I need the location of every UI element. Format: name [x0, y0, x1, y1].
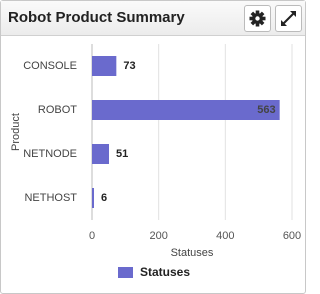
- x-tick-label: 600: [283, 230, 301, 242]
- legend-label: Statuses: [140, 265, 190, 279]
- widget-title: Robot Product Summary: [8, 9, 185, 26]
- x-axis-label: Statuses: [171, 247, 214, 259]
- x-tick-label: 0: [89, 230, 95, 242]
- y-tick-label: NETHOST: [24, 192, 77, 204]
- x-tick-label: 200: [149, 230, 167, 242]
- bar: [92, 144, 109, 164]
- widget: Robot Product Summary: [0, 0, 306, 294]
- data-label: 6: [101, 192, 107, 204]
- y-tick-label: ROBOT: [38, 104, 77, 116]
- bar: [92, 56, 117, 76]
- legend-swatch: [118, 267, 133, 278]
- bar: [92, 100, 280, 120]
- y-axis-label: Product: [10, 113, 22, 151]
- y-tick-label: CONSOLE: [23, 60, 77, 72]
- expand-button[interactable]: [275, 5, 302, 32]
- settings-button[interactable]: [244, 5, 271, 32]
- x-tick-label: 400: [216, 230, 234, 242]
- data-label: 73: [123, 60, 135, 72]
- expand-icon: [281, 11, 296, 26]
- gear-icon: [249, 10, 266, 27]
- widget-header: Robot Product Summary: [1, 1, 305, 36]
- data-label: 563: [257, 104, 275, 116]
- chart: 0 200 400 600 Statuses Product CONSOLE 73 ROBOT 5…: [10, 44, 301, 279]
- data-label: 51: [116, 148, 128, 160]
- bar: [92, 188, 94, 208]
- y-tick-label: NETNODE: [23, 148, 77, 160]
